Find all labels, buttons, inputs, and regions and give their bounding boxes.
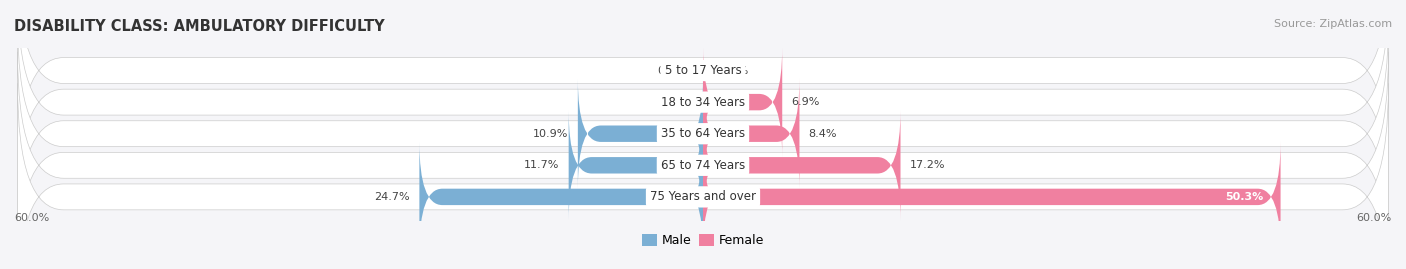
FancyBboxPatch shape <box>17 20 1389 247</box>
Text: 60.0%: 60.0% <box>1357 213 1392 223</box>
Text: 5 to 17 Years: 5 to 17 Years <box>665 64 741 77</box>
Text: Source: ZipAtlas.com: Source: ZipAtlas.com <box>1274 19 1392 29</box>
FancyBboxPatch shape <box>578 79 703 189</box>
FancyBboxPatch shape <box>703 47 782 157</box>
Legend: Male, Female: Male, Female <box>637 229 769 252</box>
Text: 11.7%: 11.7% <box>524 160 560 170</box>
FancyBboxPatch shape <box>17 0 1389 184</box>
FancyBboxPatch shape <box>17 83 1389 269</box>
Text: 17.2%: 17.2% <box>910 160 945 170</box>
Text: 10.9%: 10.9% <box>533 129 568 139</box>
Text: 8.4%: 8.4% <box>808 129 837 139</box>
Text: 65 to 74 Years: 65 to 74 Years <box>661 159 745 172</box>
FancyBboxPatch shape <box>17 52 1389 269</box>
Text: 0.0%: 0.0% <box>720 66 748 76</box>
Text: DISABILITY CLASS: AMBULATORY DIFFICULTY: DISABILITY CLASS: AMBULATORY DIFFICULTY <box>14 19 385 34</box>
Text: 18 to 34 Years: 18 to 34 Years <box>661 95 745 109</box>
Text: 60.0%: 60.0% <box>14 213 49 223</box>
Text: 6.9%: 6.9% <box>792 97 820 107</box>
FancyBboxPatch shape <box>703 142 1281 252</box>
FancyBboxPatch shape <box>703 110 900 220</box>
FancyBboxPatch shape <box>568 110 703 220</box>
Text: 50.3%: 50.3% <box>1225 192 1264 202</box>
Text: 24.7%: 24.7% <box>374 192 411 202</box>
Text: 35 to 64 Years: 35 to 64 Years <box>661 127 745 140</box>
Text: 75 Years and over: 75 Years and over <box>650 190 756 203</box>
Text: 0.0%: 0.0% <box>658 66 686 76</box>
Text: 0.0%: 0.0% <box>658 97 686 107</box>
FancyBboxPatch shape <box>703 79 800 189</box>
FancyBboxPatch shape <box>419 142 703 252</box>
FancyBboxPatch shape <box>17 0 1389 215</box>
